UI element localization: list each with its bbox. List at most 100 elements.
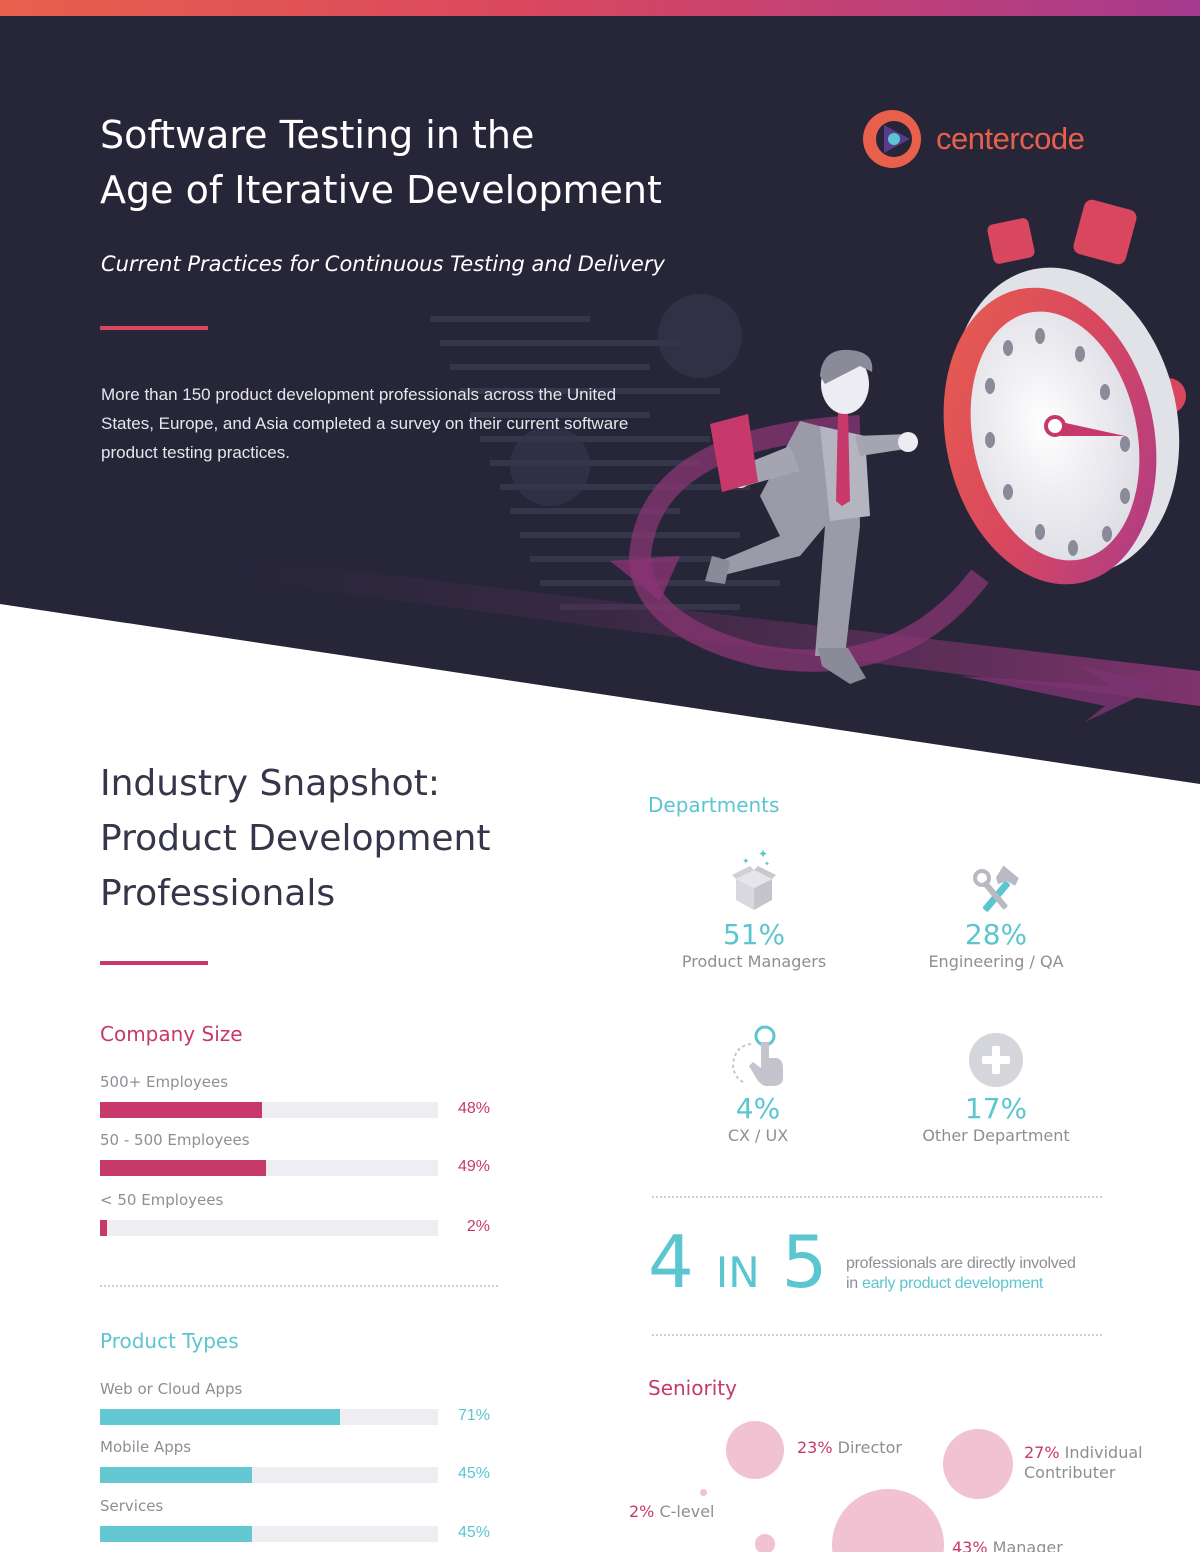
company-size-bar-1: 50 - 500 Employees 49% [100,1131,500,1177]
snapshot-title: Industry Snapshot: Product Development P… [100,756,570,921]
seniority-bubble-small [755,1534,775,1552]
tools-icon [973,865,1019,912]
involvement-stat: 4 IN 5 [648,1222,827,1313]
centercode-logo-icon [863,110,921,168]
hero-intro: More than 150 product development profes… [101,380,671,467]
bar-track [100,1526,438,1542]
involvement-highlight: early product development [862,1275,1044,1292]
seniority-bubble-manager [832,1489,944,1552]
section-divider [652,1196,1102,1198]
brand-logo: centercode [860,106,1085,172]
involvement-text-line2: in early product development [846,1274,1116,1294]
snapshot-divider [100,961,208,965]
bar-percent: 71% [457,1407,490,1424]
top-accent-stripe [0,0,1200,16]
department-label: Product Managers [681,952,827,971]
seniority-label-c-level: 2% C-level [629,1502,714,1522]
bar-row: 48% [100,1099,500,1119]
bar-row: 2% [100,1217,500,1237]
bar-track [100,1102,438,1118]
involvement-text-prefix: in [846,1275,858,1292]
hero-title: Software Testing in the Age of Iterative… [100,108,720,218]
hero-intro-line3: product testing practices. [101,443,290,462]
section-divider [100,1285,498,1287]
department-product-managers: ✦ ✦ ✦ 51% Product Managers [654,848,854,972]
department-label: CX / UX [727,1126,789,1145]
bar-label: 50 - 500 Employees [100,1131,250,1149]
seniority-label-director: 23% Director [797,1438,902,1458]
involvement-text-line1: professionals are directly involved [846,1255,1076,1272]
seniority-name-line2: Contributer [1024,1463,1116,1482]
hero-illustration [0,16,1200,784]
plus-circle-icon [969,1033,1023,1087]
bar-percent: 45% [457,1524,490,1541]
product-types-bar-0: Web or Cloud Apps 71% [100,1380,500,1426]
snapshot-title-line1: Industry Snapshot: [100,763,440,804]
bar-percent: 45% [457,1465,490,1482]
hero-banner: Software Testing in the Age of Iterative… [0,16,1200,786]
seniority-name: C-level [659,1502,715,1521]
bar-label: 500+ Employees [100,1073,229,1091]
seniority-percent: 27% [1024,1443,1060,1462]
bar-percent: 49% [457,1158,490,1175]
svg-text:✦: ✦ [764,860,770,868]
departments-heading: Departments [648,793,780,817]
snapshot-title-line3: Professionals [100,873,336,914]
bar-track [100,1467,438,1483]
box-sparkle-icon: ✦ ✦ ✦ [732,848,776,910]
involvement-description: professionals are directly involved in e… [846,1254,1116,1294]
seniority-bubble-director [726,1421,784,1479]
hero-intro-line1: More than 150 product development profes… [101,385,617,404]
seniority-bubble-individual [943,1429,1013,1499]
department-label: Engineering / QA [928,952,1064,971]
product-types-bar-2: Services 45% [100,1497,500,1543]
bar-fill [100,1160,266,1176]
department-engineering-qa: 28% Engineering / QA [896,848,1096,972]
bar-track [100,1160,438,1176]
hero-subtitle: Current Practices for Continuous Testing… [101,252,665,276]
bar-fill [100,1467,253,1483]
hero-intro-line2: States, Europe, and Asia completed a sur… [101,414,629,433]
seniority-percent: 43% [952,1538,988,1552]
bar-fill [100,1526,253,1542]
snapshot-title-line2: Product Development [100,818,491,859]
bar-percent: 2% [466,1218,490,1235]
hero-title-line2: Age of Iterative Development [100,168,662,212]
brand-name: centercode [936,121,1085,156]
section-divider [652,1334,1102,1336]
svg-text:✦: ✦ [742,856,750,866]
product-types-bar-1: Mobile Apps 45% [100,1438,500,1484]
company-size-bar-2: < 50 Employees 2% [100,1191,500,1237]
involvement-number-b: 5 [781,1220,828,1304]
bar-row: 45% [100,1523,500,1543]
seniority-label-manager: 43% Manager [952,1538,1063,1552]
department-percent: 17% [964,1092,1028,1125]
bar-fill [100,1409,340,1425]
bar-label: Services [100,1497,164,1515]
seniority-name: Manager [992,1538,1063,1552]
bar-row: 49% [100,1157,500,1177]
bar-percent: 48% [457,1100,490,1117]
company-size-heading: Company Size [100,1022,243,1046]
department-label: Other Department [922,1126,1070,1145]
seniority-label-individual: 27% Individual Contributer [1024,1443,1143,1483]
bar-track [100,1409,438,1425]
department-percent: 51% [722,918,786,951]
bar-track [100,1220,438,1236]
department-percent: 4% [735,1092,781,1125]
department-percent: 28% [964,918,1028,951]
product-types-heading: Product Types [100,1329,239,1353]
seniority-heading: Seniority [648,1376,737,1400]
touch-hand-icon [731,1025,783,1086]
bar-fill [100,1220,107,1236]
seniority-percent: 2% [629,1502,655,1521]
seniority-name: Individual [1064,1443,1143,1462]
bar-row: 71% [100,1406,500,1426]
department-cx-ux: 4% CX / UX [658,1024,858,1146]
seniority-name: Director [837,1438,902,1457]
bar-label: < 50 Employees [100,1191,224,1209]
bar-label: Mobile Apps [100,1438,192,1456]
company-size-bar-0: 500+ Employees 48% [100,1073,500,1119]
bar-row: 45% [100,1464,500,1484]
hero-divider [100,326,208,330]
